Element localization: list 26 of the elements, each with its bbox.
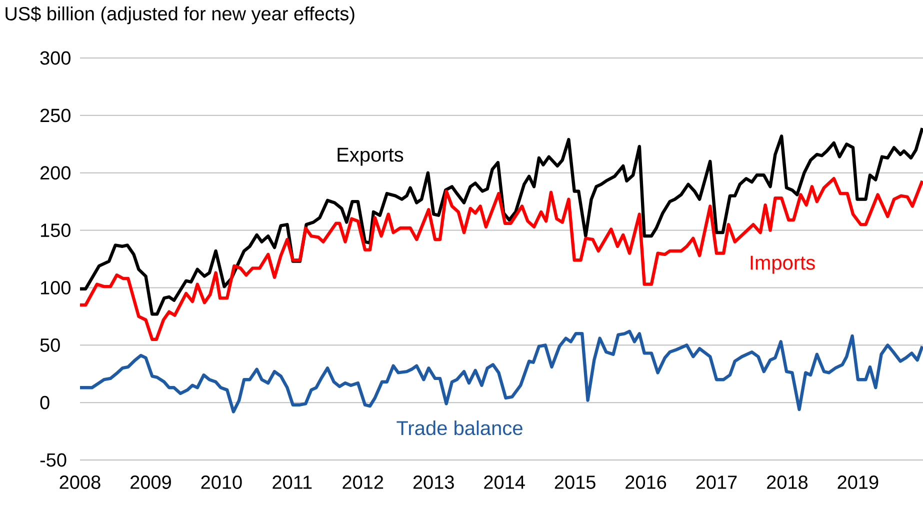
y-tick-label: 200 bbox=[40, 166, 70, 180]
y-tick-label: 0 bbox=[40, 396, 50, 410]
line-series bbox=[78, 126, 923, 316]
y-tick-label: 50 bbox=[40, 338, 60, 352]
x-tick-label: 2015 bbox=[554, 476, 596, 489]
x-tick-label: 2010 bbox=[201, 476, 242, 489]
x-tick-label: 2016 bbox=[626, 476, 666, 489]
line-series bbox=[78, 176, 923, 341]
y-tick-label: 100 bbox=[40, 280, 70, 294]
series-label: Trade balance bbox=[396, 420, 522, 436]
series-label: Imports bbox=[750, 256, 815, 274]
x-tick-label: 2014 bbox=[484, 476, 525, 489]
series-label: Exports bbox=[338, 148, 404, 166]
x-tick-label: 2013 bbox=[413, 476, 454, 489]
x-tick-label: 2008 bbox=[60, 476, 100, 489]
y-tick-label: 250 bbox=[40, 108, 70, 122]
x-tick-label: 2018 bbox=[767, 476, 808, 489]
x-tick-label: 2011 bbox=[272, 476, 312, 489]
x-tick-label: 2009 bbox=[130, 476, 171, 489]
y-tick-label: 150 bbox=[40, 224, 70, 238]
x-tick-label: 2017 bbox=[696, 476, 737, 489]
x-tick-label: 2012 bbox=[342, 476, 384, 489]
y-axis-title: US$ billion (adjusted for new year effects) bbox=[6, 6, 354, 24]
y-tick-label: 300 bbox=[40, 51, 70, 65]
y-tick-label: -50 bbox=[40, 453, 66, 467]
x-tick-label: 2019 bbox=[838, 476, 878, 489]
